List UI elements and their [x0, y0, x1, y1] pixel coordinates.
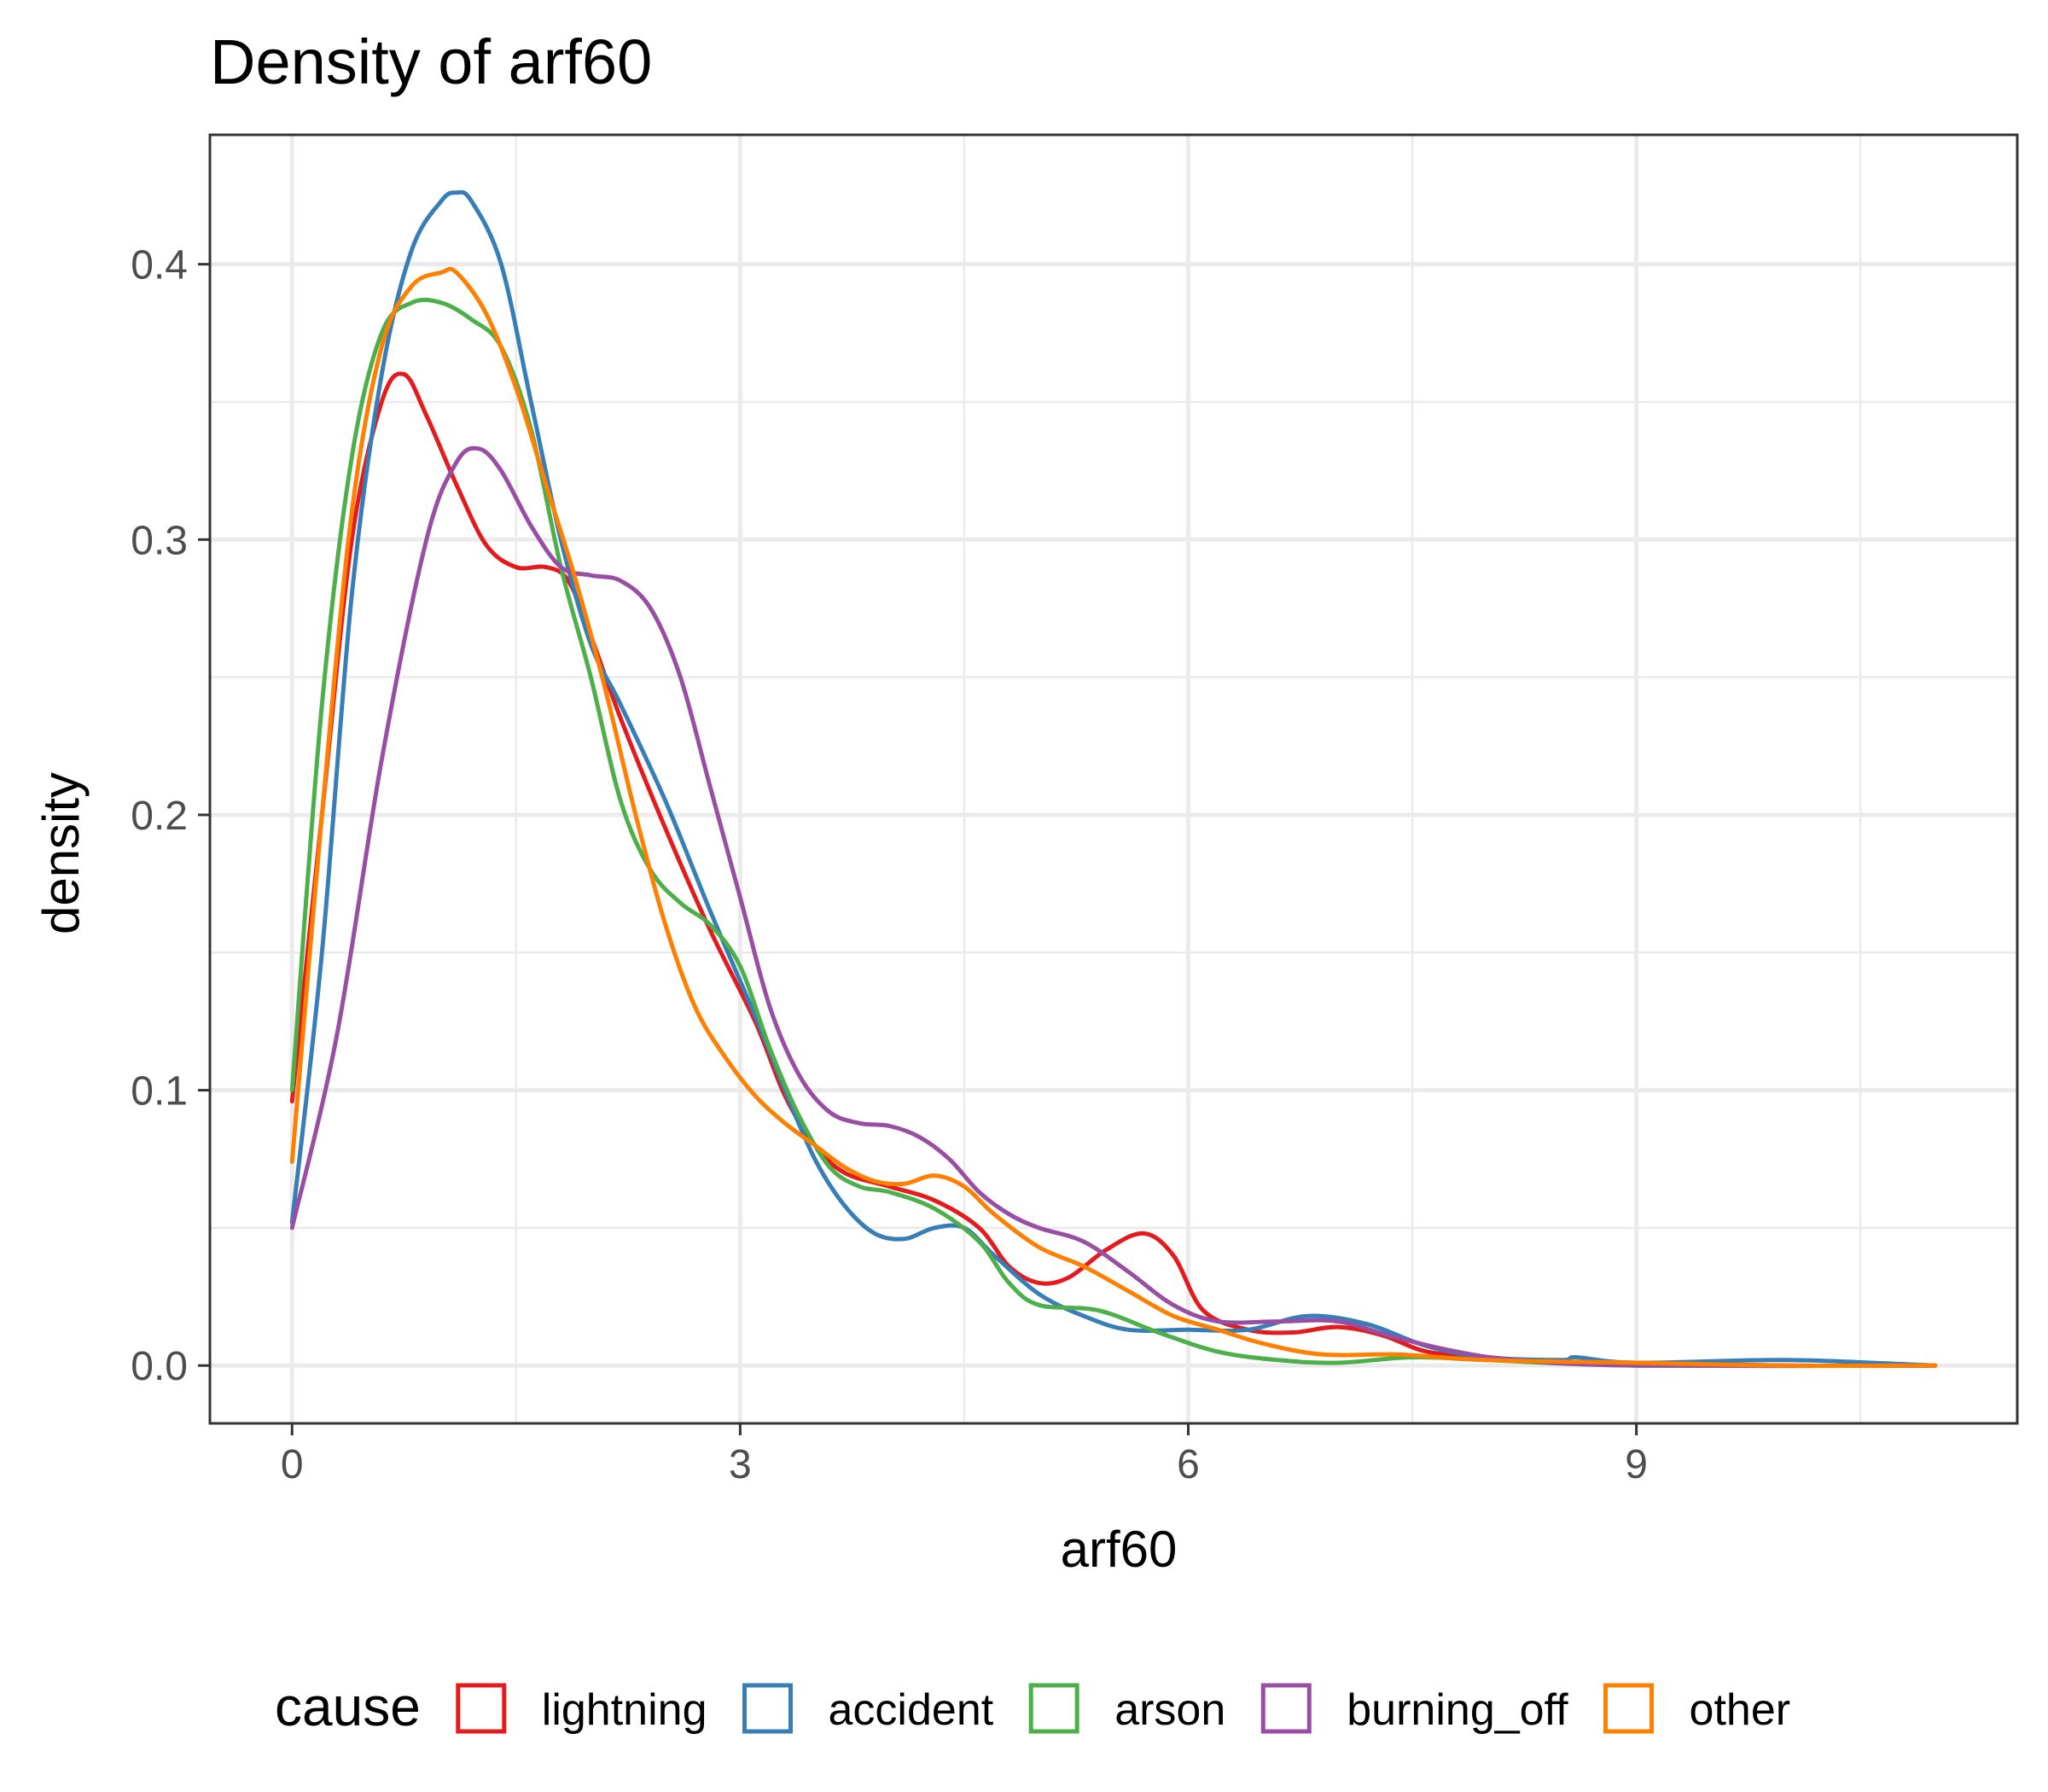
x-tick-label-2: 6 — [1177, 1442, 1200, 1487]
series-layer — [289, 189, 1938, 1369]
legend-label-other: other — [1690, 1685, 1791, 1735]
legend-label-arson: arson — [1114, 1685, 1225, 1735]
legend-key-other — [1603, 1683, 1655, 1734]
legend-label-burning_off: burning_off — [1347, 1685, 1568, 1735]
chart-title: Density of arf60 — [210, 26, 652, 97]
x-tick-label-0: 0 — [281, 1442, 304, 1487]
y-axis-title: density — [32, 772, 90, 934]
legend: cause lightning accident arson burning_off o… — [275, 1676, 1790, 1737]
x-tick-label-3: 9 — [1625, 1442, 1648, 1487]
y-tick-label-3: 0.3 — [131, 518, 188, 563]
x-axis-title: arf60 — [1061, 1521, 1178, 1578]
y-tick-label-4: 0.4 — [131, 243, 188, 288]
panel-border — [208, 133, 2019, 1425]
series-line-burning_off — [289, 445, 1938, 1369]
grid-layer — [210, 135, 2017, 1423]
series-line-other — [289, 266, 1938, 1368]
y-tick-label-2: 0.2 — [131, 794, 188, 839]
y-tick-label-1: 0.1 — [131, 1069, 188, 1114]
legend-key-lightning — [456, 1683, 507, 1734]
legend-label-lightning: lightning — [542, 1685, 707, 1735]
legend-title: cause — [275, 1676, 421, 1737]
legend-label-accident: accident — [829, 1685, 994, 1735]
legend-key-arson — [1028, 1683, 1079, 1734]
x-tick-label-1: 3 — [729, 1442, 752, 1487]
y-tick-label-0: 0.0 — [131, 1344, 188, 1389]
legend-key-burning_off — [1260, 1683, 1312, 1734]
axis-layer: 0 3 6 9 0.0 0.1 0.2 0.3 0.4 — [131, 243, 1648, 1487]
legend-key-accident — [742, 1683, 793, 1734]
series-line-arson — [289, 297, 1938, 1369]
